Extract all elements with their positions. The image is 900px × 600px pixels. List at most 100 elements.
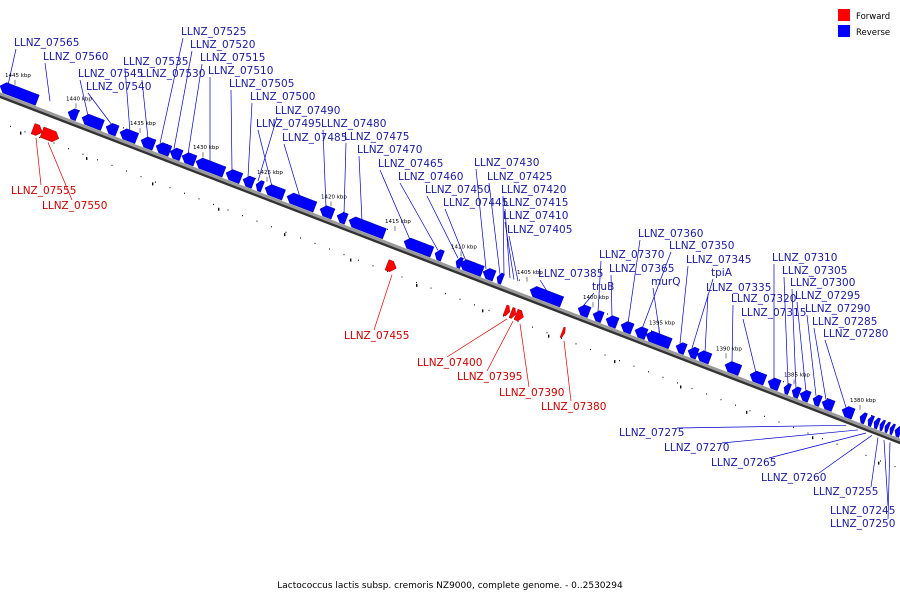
forward-gene-label: LLNZ_07550 [42, 200, 107, 212]
minor-tick [111, 164, 113, 167]
minor-tick [155, 181, 156, 183]
minor-tick [169, 187, 171, 189]
minor-tick-top [79, 110, 80, 112]
kbp-tick-label: 1390 kbp [716, 346, 742, 352]
reverse-gene-arrow [634, 326, 649, 340]
reverse-gene-label: LLNZ_07310 [772, 252, 837, 264]
reverse-gene-label: LLNZ_07490 [275, 105, 340, 117]
reverse-gene-label: LLNZ_07500 [250, 91, 315, 103]
reverse-gene-label: LLNZ_07360 [638, 228, 703, 240]
major-tick [548, 334, 550, 338]
reverse-gene-arrow-shape [687, 346, 700, 360]
reverse-gene-arrow [884, 421, 891, 434]
reverse-leader-line [691, 278, 714, 349]
reverse-gene-arrow [687, 346, 700, 360]
forward-gene-arrow-shape [384, 259, 397, 272]
minor-tick [82, 153, 84, 155]
reverse-gene-label: LLNZ_07470 [357, 144, 422, 156]
reverse-gene-arrow-shape [459, 259, 485, 277]
legend-reverse-swatch [838, 25, 850, 37]
reverse-gene-arrow [749, 370, 768, 386]
forward-gene-arrow-shape [559, 326, 566, 338]
reverse-gene-label: LLNZ_07415 [503, 197, 568, 209]
reverse-leader-line [257, 129, 273, 187]
reverse-gene-label: LLNZ_07260 [761, 472, 826, 484]
minor-tick [10, 125, 11, 127]
reverse-leader-line [379, 169, 411, 240]
reverse-leader-line [818, 435, 873, 474]
reverse-gene-arrow-shape [348, 216, 387, 240]
reverse-gene-arrow-shape [319, 205, 336, 220]
forward-leader-line [373, 274, 393, 331]
minor-tick-top [651, 330, 652, 332]
reverse-gene-arrow-shape [675, 342, 688, 355]
forward-gene-label: LLNZ_07555 [11, 185, 76, 197]
minor-tick [358, 259, 359, 261]
leader-lines-layer [7, 37, 891, 520]
reverse-gene-label: LLNZ_07245 [830, 505, 895, 517]
reverse-gene-arrow [577, 304, 592, 318]
reverse-gene-arrow [529, 286, 564, 308]
reverse-gene-arrow-shape [812, 394, 823, 407]
minor-tick [880, 460, 881, 462]
forward-leader-line [35, 137, 42, 186]
reverse-gene-arrow-shape [645, 330, 673, 350]
reverse-gene-arrow [242, 175, 256, 189]
reverse-gene-label: tpiA [711, 267, 733, 279]
reverse-leader-line [582, 292, 595, 307]
reverse-leader-line [159, 37, 184, 144]
reverse-leader-line [679, 265, 689, 344]
kbp-tick-label: 1415 kbp [385, 219, 411, 225]
reverse-gene-label: LLNZ_07545 [78, 68, 143, 80]
reverse-gene-arrow [859, 412, 868, 425]
forward-leader-line [47, 142, 73, 201]
reverse-gene-arrow-shape [81, 113, 105, 131]
reverse-leader-line [796, 301, 807, 392]
forward-gene-arrow-shape [39, 126, 60, 143]
major-tick [878, 461, 880, 465]
major-tick [746, 410, 748, 414]
minor-tick [24, 131, 26, 133]
minor-tick [546, 332, 548, 334]
reverse-gene-arrow [0, 82, 40, 106]
reverse-leader-line [7, 48, 17, 86]
reverse-gene-label: LLNZ_07315 [741, 307, 806, 319]
minor-tick [662, 376, 664, 378]
reverse-gene-arrow-shape [821, 398, 836, 412]
minor-tick [517, 320, 519, 323]
reverse-leader-line [887, 442, 891, 520]
kbp-tick-label: 1380 kbp [850, 398, 876, 404]
reverse-gene-arrow [592, 310, 605, 323]
minor-tick [648, 371, 649, 373]
minor-tick [735, 404, 736, 406]
minor-tick [372, 265, 374, 267]
forward-leader-line [486, 321, 514, 372]
reverse-gene-arrow-shape [889, 423, 896, 436]
minor-tick [706, 393, 707, 395]
minor-tick [285, 231, 287, 233]
reverse-gene-label: LLNZ_07480 [321, 118, 386, 130]
reverse-gene-arrow-shape [434, 249, 445, 262]
minor-tick [68, 148, 69, 150]
reverse-leader-line [721, 429, 859, 444]
reverse-gene-arrow-shape [105, 123, 120, 137]
reverse-leader-line [230, 89, 233, 172]
reverse-gene-arrow-shape [169, 147, 184, 162]
reverse-gene-arrow [767, 377, 782, 392]
minor-tick [387, 270, 388, 272]
reverse-gene-arrow-shape [767, 377, 782, 392]
reverse-leader-line [444, 208, 467, 262]
genome-caption: Lactococcus lactis subsp. cremoris NZ900… [277, 581, 623, 591]
reverse-leader-line [652, 287, 661, 336]
backbone-shadow [0, 93, 900, 445]
tick-marks-layer [10, 79, 896, 468]
reverse-gene-label: LLNZ_07460 [398, 171, 463, 183]
reverse-leader-line [488, 182, 501, 275]
reverse-gene-label: LLNZ_07300 [790, 277, 855, 289]
kbp-tick-label: 1410 kbp [451, 244, 477, 250]
reverse-gene-label: LLNZ_07365 [609, 263, 674, 275]
reverse-leader-line [399, 182, 439, 251]
backbone-layer [0, 92, 900, 445]
reverse-gene-arrow [225, 169, 244, 184]
reverse-gene-label: LLNZ_07410 [503, 210, 568, 222]
